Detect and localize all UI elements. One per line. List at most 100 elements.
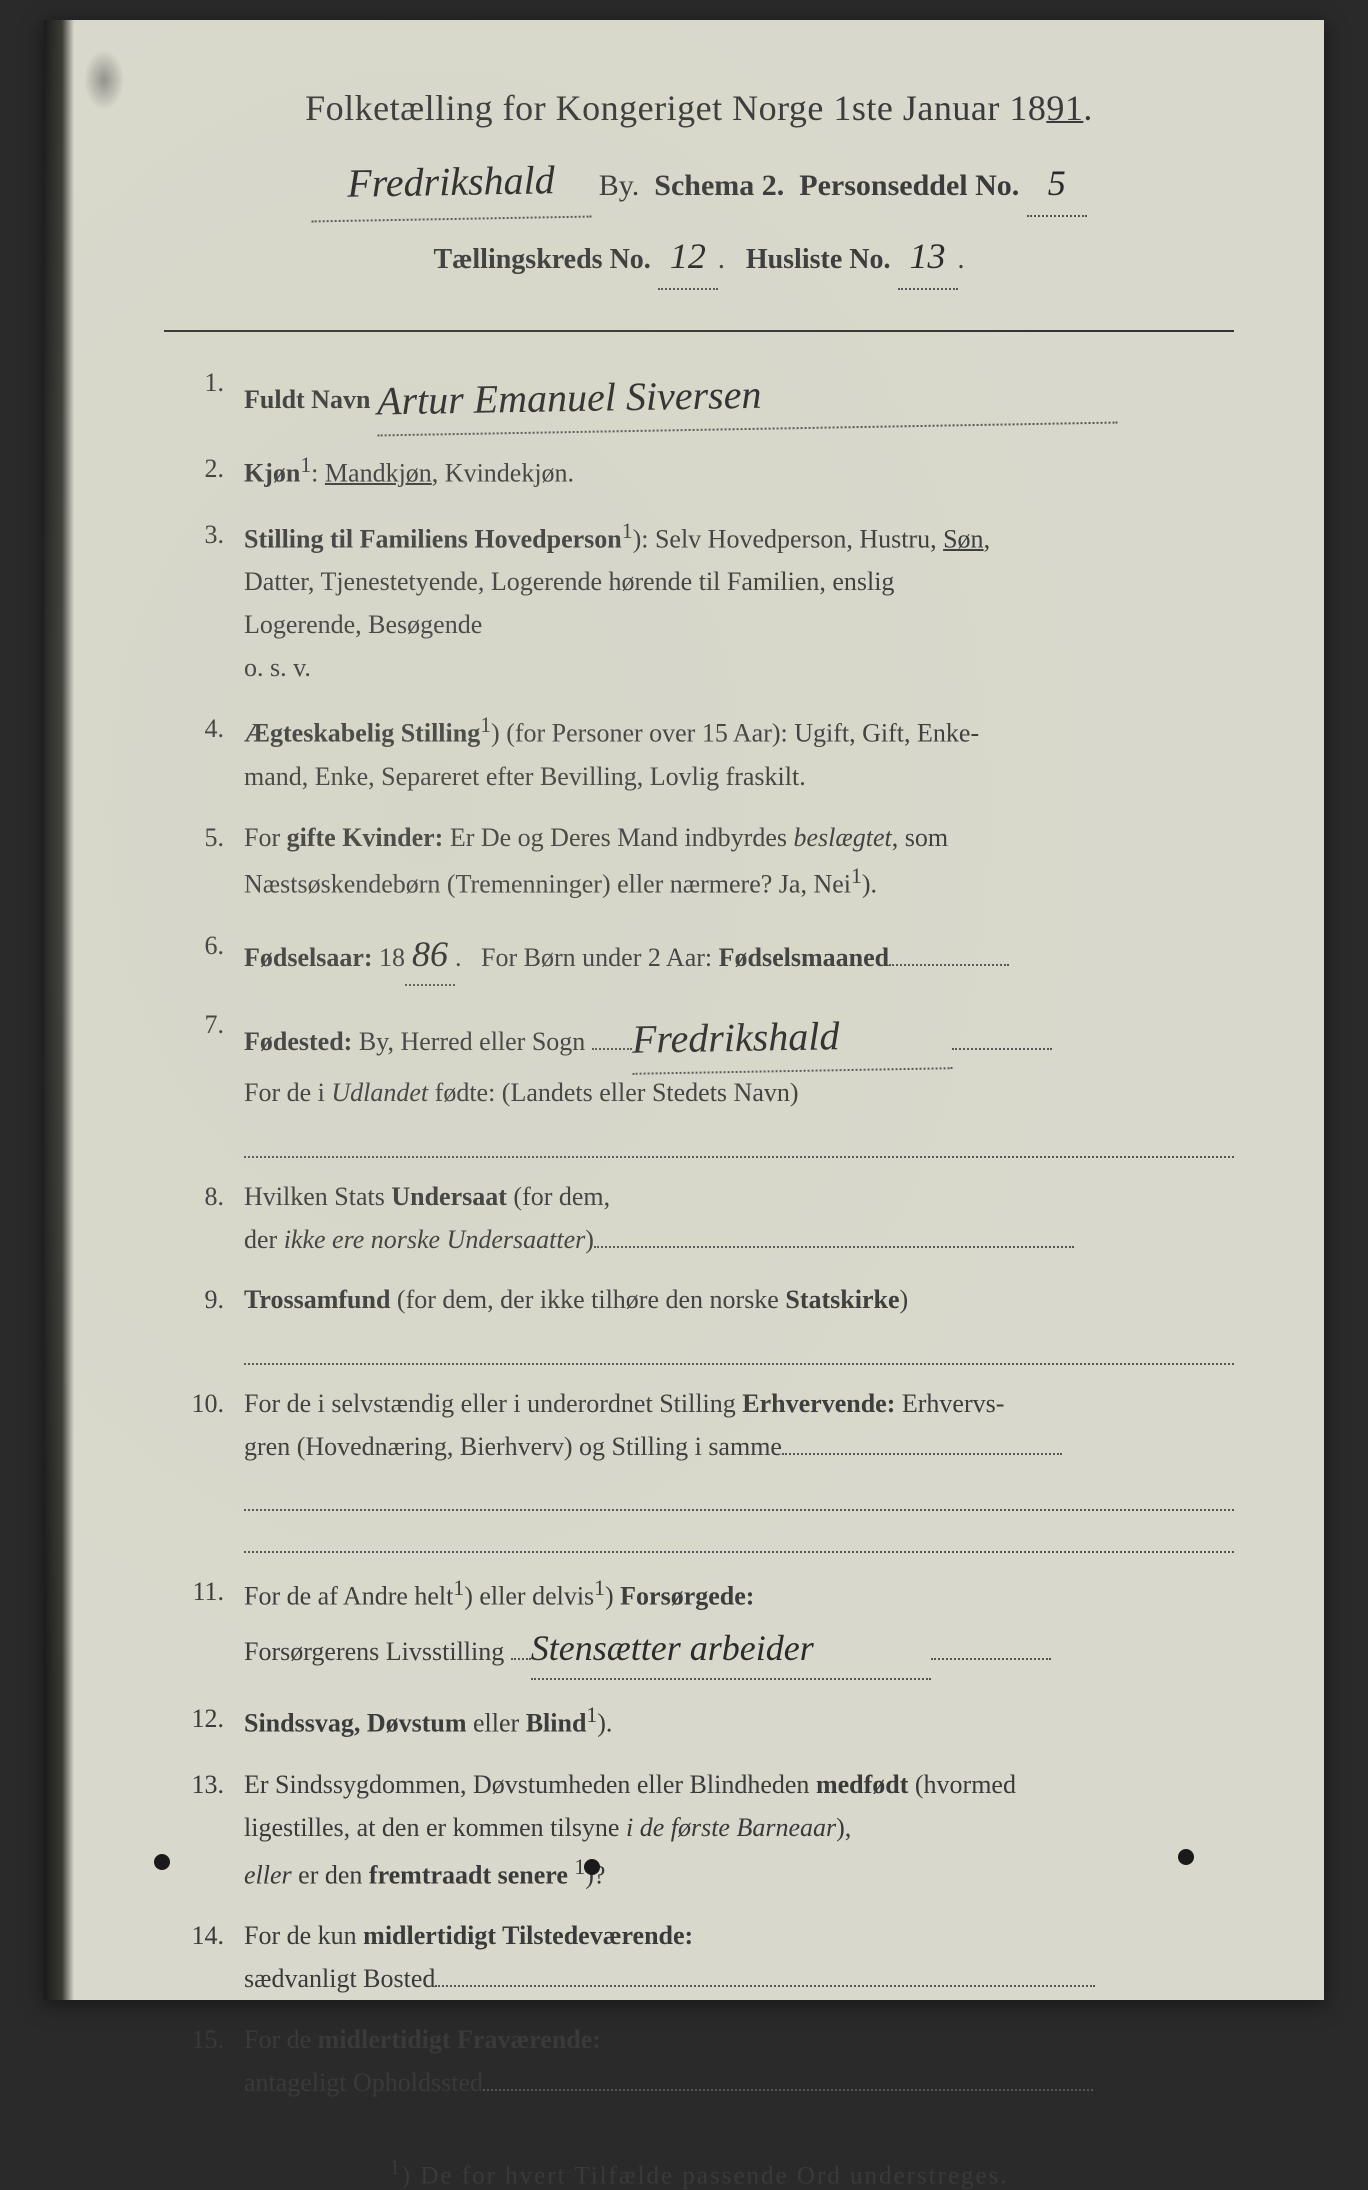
r6-mid: For Børn under 2 Aar: bbox=[481, 943, 712, 972]
num-7: 7. bbox=[184, 1004, 244, 1157]
r5-l1a: For bbox=[244, 823, 287, 852]
row-9: 9. Trossamfund (for dem, der ikke tilhør… bbox=[184, 1279, 1234, 1364]
r13-l3a: eller bbox=[244, 1860, 292, 1889]
r11-l1a: For de af Andre helt bbox=[244, 1582, 453, 1611]
r7-value: Fredrikshald bbox=[631, 1002, 952, 1076]
r7-l2b: fødte: (Landets eller Stedets Navn) bbox=[428, 1078, 798, 1107]
sup-5: 1 bbox=[851, 864, 862, 888]
r11-l1b: ) eller delvis bbox=[464, 1582, 594, 1611]
r13-medfodt: medfødt bbox=[816, 1770, 908, 1799]
row-14: 14. For de kun midlertidigt Tilstedevære… bbox=[184, 1915, 1234, 2001]
num-13: 13. bbox=[184, 1764, 244, 1897]
r4-l2: mand, Enke, Separeret efter Bevilling, L… bbox=[244, 762, 806, 791]
r11-forsorgede: Forsørgede: bbox=[620, 1582, 754, 1611]
personseddel-label: Personseddel No. bbox=[799, 169, 1019, 202]
r12-paren: ). bbox=[597, 1709, 612, 1738]
r6-year: 86 bbox=[405, 925, 455, 986]
r9-statskirke: Statskirke bbox=[785, 1285, 899, 1314]
footnote-sup: 1 bbox=[389, 2155, 401, 2179]
r10-l1a: For de i selvstændig eller i underordnet… bbox=[244, 1389, 742, 1418]
content-7: Fødested: By, Herred eller Sogn Fredriks… bbox=[244, 1004, 1234, 1157]
num-11: 11. bbox=[184, 1571, 244, 1680]
census-form-page: Folketælling for Kongeriget Norge 1ste J… bbox=[44, 20, 1324, 2000]
r14-l1a: For de kun bbox=[244, 1921, 363, 1950]
r14-blank bbox=[435, 1985, 1095, 1987]
form-header: Folketælling for Kongeriget Norge 1ste J… bbox=[164, 80, 1234, 290]
content-11: For de af Andre helt1) eller delvis1) Fo… bbox=[244, 1571, 1234, 1680]
num-14: 14. bbox=[184, 1915, 244, 2001]
r5-l1c: , som bbox=[892, 823, 948, 852]
by-label: By. bbox=[599, 169, 640, 202]
value-name: Artur Emanuel Siversen bbox=[376, 356, 1117, 437]
label-stilling: Stilling til Familiens Hovedperson bbox=[244, 525, 622, 554]
r13-fremtraadt: fremtraadt senere bbox=[369, 1860, 568, 1889]
r5-l2b: ). bbox=[862, 870, 877, 899]
label-kjon: Kjøn bbox=[244, 459, 300, 488]
r10-blank2 bbox=[244, 1517, 1234, 1553]
row-13: 13. Er Sindssygdommen, Døvstumheden elle… bbox=[184, 1764, 1234, 1897]
num-12: 12. bbox=[184, 1698, 244, 1746]
r7-blank-line bbox=[244, 1121, 1234, 1157]
r12-blind: Blind bbox=[526, 1709, 587, 1738]
sup-12: 1 bbox=[586, 1703, 597, 1727]
r9-blank-line bbox=[244, 1328, 1234, 1364]
row-11: 11. For de af Andre helt1) eller delvis1… bbox=[184, 1571, 1234, 1680]
r6-period: . bbox=[455, 943, 462, 972]
label-aegteskab: Ægteskabelig Stilling bbox=[244, 719, 480, 748]
opt-son: Søn bbox=[943, 525, 983, 554]
footnote-text: ) De for hvert Tilfælde passende Ord und… bbox=[402, 2162, 1009, 2189]
r8-l1b: (for dem, bbox=[507, 1182, 610, 1211]
r8-l2b: ) bbox=[585, 1225, 594, 1254]
row-6: 6. Fødselsaar: 1886. For Børn under 2 Aa… bbox=[184, 925, 1234, 986]
r13-l2b: ), bbox=[836, 1813, 851, 1842]
sup-3: 1 bbox=[622, 519, 633, 543]
form-body: 1. Fuldt Navn Artur Emanuel Siversen 2. … bbox=[164, 362, 1234, 2104]
label-fodselsaar: Fødselsaar: bbox=[244, 943, 373, 972]
num-5: 5. bbox=[184, 817, 244, 907]
sup-11a: 1 bbox=[453, 1576, 464, 1600]
row-10: 10. For de i selvstændig eller i underor… bbox=[184, 1383, 1234, 1554]
kreds-label: Tællingskreds No. bbox=[433, 244, 650, 275]
r4-l1: ) (for Personer over 15 Aar): Ugift, Gif… bbox=[491, 719, 979, 748]
row-2: 2. Kjøn1: Mandkjøn, Kvindekjøn. bbox=[184, 448, 1234, 496]
r5-beslaegtet: beslægtet bbox=[794, 823, 892, 852]
num-8: 8. bbox=[184, 1176, 244, 1262]
row-8: 8. Hvilken Stats Undersaat (for dem, der… bbox=[184, 1176, 1234, 1262]
r15-l2: antageligt Opholdssted bbox=[244, 2068, 483, 2097]
r9-rest: (for dem, der ikke tilhøre den norske bbox=[390, 1285, 785, 1314]
r12-rest: eller bbox=[467, 1709, 526, 1738]
content-10: For de i selvstændig eller i underordnet… bbox=[244, 1383, 1234, 1554]
r10-l1b: Erhvervs- bbox=[895, 1389, 1004, 1418]
num-3: 3. bbox=[184, 514, 244, 690]
num-9: 9. bbox=[184, 1279, 244, 1364]
r11-value: Stensætter arbeider bbox=[531, 1619, 931, 1680]
r8-blank bbox=[594, 1246, 1074, 1248]
r8-ikke: ikke ere norske Undersaatter bbox=[284, 1225, 586, 1254]
r7-dots1 bbox=[592, 1048, 632, 1050]
r13-l1a: Er Sindssygdommen, Døvstumheden eller Bl… bbox=[244, 1770, 816, 1799]
comma-2: , bbox=[432, 459, 445, 488]
main-title: Folketælling for Kongeriget Norge 1ste J… bbox=[164, 80, 1234, 138]
content-14: For de kun midlertidigt Tilstedeværende:… bbox=[244, 1915, 1234, 2001]
sup-11b: 1 bbox=[594, 1576, 605, 1600]
r7-udlandet: Udlandet bbox=[331, 1078, 428, 1107]
row-7: 7. Fødested: By, Herred eller Sogn Fredr… bbox=[184, 1004, 1234, 1157]
schema-label: Schema 2. bbox=[654, 169, 784, 202]
r6-maaned: Fødselsmaaned bbox=[719, 943, 889, 972]
row-4: 4. Ægteskabelig Stilling1) (for Personer… bbox=[184, 708, 1234, 798]
r15-l1a: For de bbox=[244, 2025, 318, 2054]
divider-top bbox=[164, 330, 1234, 332]
label-fodested: Fødested: bbox=[244, 1027, 352, 1056]
r11-l2: Forsørgerens Livsstilling bbox=[244, 1637, 504, 1666]
r11-l1c: ) bbox=[605, 1582, 620, 1611]
r14-l2: sædvanligt Bosted bbox=[244, 1964, 435, 1993]
label-fuldt-navn: Fuldt Navn bbox=[244, 385, 370, 414]
content-15: For de midlertidigt Fraværende: antageli… bbox=[244, 2019, 1234, 2105]
subtitle: Fredrikshald By. Schema 2. Personseddel … bbox=[164, 146, 1234, 220]
row-12: 12. Sindssvag, Døvstum eller Blind1). bbox=[184, 1698, 1234, 1746]
r5-gifte: gifte Kvinder: bbox=[287, 823, 444, 852]
r9-paren: ) bbox=[899, 1285, 908, 1314]
content-12: Sindssvag, Døvstum eller Blind1). bbox=[244, 1698, 1234, 1746]
r11-dots1 bbox=[511, 1658, 531, 1660]
num-2: 2. bbox=[184, 448, 244, 496]
